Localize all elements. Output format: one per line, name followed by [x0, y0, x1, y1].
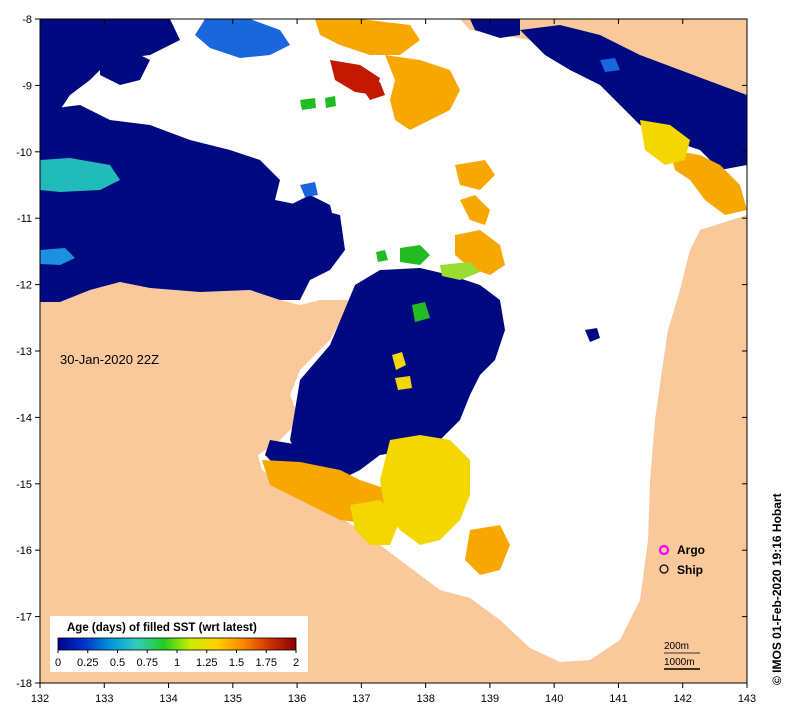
- age-1-25-regions: [350, 120, 690, 545]
- lon-tick-label: 137: [352, 693, 370, 705]
- timestamp-label: 30-Jan-2020 22Z: [60, 352, 159, 367]
- lat-tick-label: -8: [22, 14, 32, 26]
- age-1-5-regions: [262, 19, 747, 575]
- ship-marker-icon: [659, 564, 669, 574]
- ship-label: Ship: [677, 563, 703, 577]
- lat-tick-label: -11: [17, 213, 32, 225]
- lat-tick-label: -9: [22, 80, 32, 92]
- lat-tick-label: -18: [16, 678, 32, 690]
- depth-1000m-label: 1000m: [664, 657, 695, 668]
- lon-tick-label: 141: [609, 693, 627, 705]
- colorbar-gradient: [57, 637, 297, 651]
- lon-tick-label: 139: [481, 693, 499, 705]
- age-0-5-regions: [40, 158, 120, 265]
- colorbar-tick-label: 2: [293, 657, 299, 669]
- lat-tick-label: -10: [16, 147, 32, 159]
- lon-tick-label: 133: [95, 693, 113, 705]
- credit-label: © IMOS 01-Feb-2020 19:16 Hobart: [770, 493, 784, 685]
- lon-tick-label: 140: [545, 693, 563, 705]
- argo-label: Argo: [677, 543, 705, 557]
- depth-200m-label: 200m: [664, 641, 689, 652]
- colorbar-ticks: 0 0.25 0.5 0.75 1 1.25 1.5 1.75 2: [55, 650, 299, 669]
- lat-tick-label: -17: [16, 612, 32, 624]
- lat-tick-label: -13: [16, 346, 32, 358]
- depth-scale: 200m 1000m: [664, 641, 700, 670]
- colorbar-title: Age (days) of filled SST (wrt latest): [67, 622, 257, 634]
- lon-tick-label: 136: [288, 693, 306, 705]
- longitude-axis: 132 133 134 135 136 137 138 139 140 141 142 143: [31, 19, 756, 705]
- colorbar-tick-label: 0.5: [110, 657, 125, 669]
- colorbar-tick-label: 0.25: [77, 657, 98, 669]
- colorbar-tick-label: 1: [174, 657, 180, 669]
- colorbar-tick-label: 1.25: [196, 657, 217, 669]
- lat-tick-label: -15: [16, 479, 32, 491]
- colorbar-tick-label: 0.75: [137, 657, 158, 669]
- lon-tick-label: 132: [31, 693, 49, 705]
- colorbar-tick-label: 1.5: [229, 657, 244, 669]
- lon-tick-label: 134: [159, 693, 177, 705]
- colorbar-tick-label: 1.75: [256, 657, 277, 669]
- latitude-axis: -8 -9 -10 -11 -12 -13 -14 -15 -16 -17 -18: [16, 14, 747, 690]
- lon-tick-label: 138: [416, 693, 434, 705]
- lat-tick-label: -14: [16, 412, 32, 424]
- lat-tick-label: -16: [16, 545, 32, 557]
- lat-tick-label: -12: [16, 280, 32, 292]
- age-0-25-regions: [195, 19, 620, 197]
- marker-legend: Argo Ship: [658, 543, 705, 577]
- map-plot-area: [40, 19, 747, 683]
- age-2-regions: [330, 60, 385, 100]
- lon-tick-label: 142: [674, 693, 692, 705]
- lon-tick-label: 143: [738, 693, 756, 705]
- colorbar-tick-label: 0: [55, 657, 61, 669]
- lon-tick-label: 135: [224, 693, 242, 705]
- argo-marker-icon: [658, 544, 670, 556]
- age-1-regions: [300, 96, 480, 322]
